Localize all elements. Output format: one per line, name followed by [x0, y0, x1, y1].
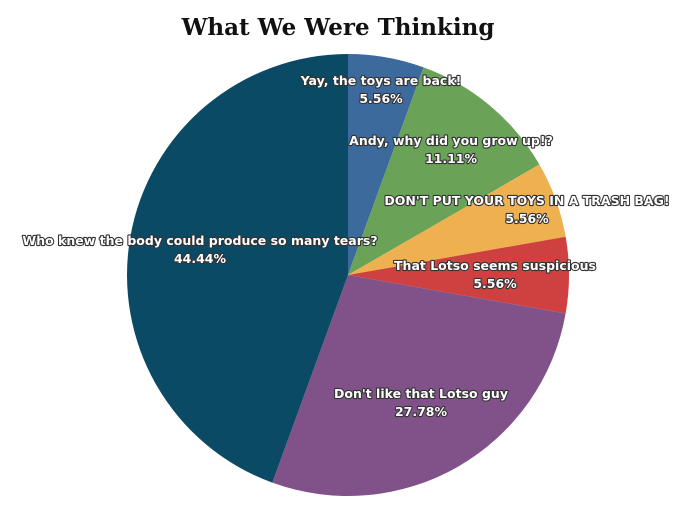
- slice-value-label: 27.78%: [395, 404, 448, 419]
- slice-label: DON'T PUT YOUR TOYS IN A TRASH BAG!: [384, 193, 669, 208]
- pie-slices: [126, 54, 569, 497]
- slice-label: Andy, why did you grow up!?: [349, 133, 553, 148]
- slice-label: Who knew the body could produce so many …: [22, 233, 377, 248]
- slice-value-label: 5.56%: [505, 211, 549, 226]
- slice-value-label: 5.56%: [473, 276, 517, 291]
- slice-value-label: 5.56%: [359, 91, 403, 106]
- slice-value-label: 11.11%: [425, 151, 478, 166]
- slice-label: That Lotso seems suspicious: [394, 258, 596, 273]
- slice-value-label: 44.44%: [174, 251, 227, 266]
- slice-label: Yay, the toys are back!: [300, 73, 462, 88]
- pie-labels: Yay, the toys are back! 5.56% Andy, why di…: [21, 72, 670, 420]
- chart-title: What We Were Thinking: [181, 14, 495, 41]
- pie-slice: [348, 54, 424, 275]
- pie-slice: [272, 275, 566, 497]
- slice-label: Don't like that Lotso guy: [334, 386, 508, 401]
- pie-slice: [348, 164, 566, 275]
- pie-slice: [348, 67, 540, 275]
- pie-slice: [126, 54, 349, 483]
- pie-slice: [348, 236, 569, 314]
